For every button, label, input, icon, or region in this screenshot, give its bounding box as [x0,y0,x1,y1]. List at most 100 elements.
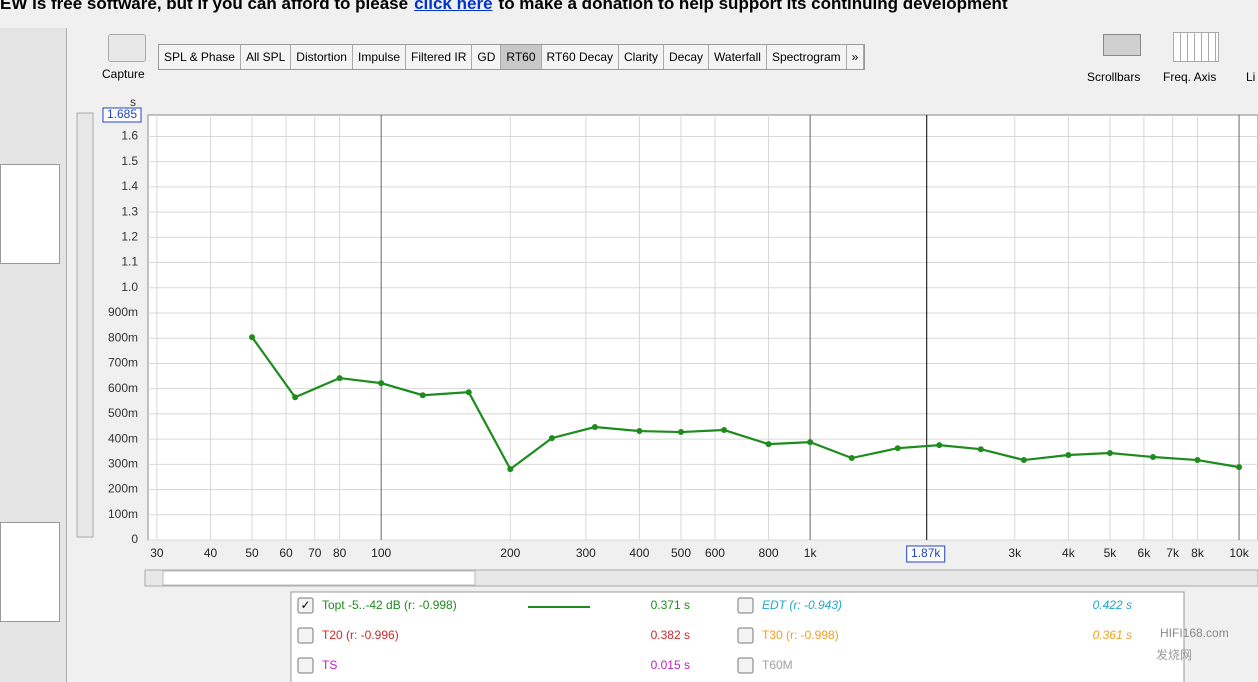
x-tick-label: 50 [245,546,259,560]
tab[interactable]: » [847,45,865,69]
tab[interactable]: Spectrogram [767,45,847,69]
data-point [336,375,343,382]
cursor-box [906,545,946,563]
x-tick-label: 500 [671,546,691,560]
legend-value: 0.382 s [651,628,690,642]
data-point [419,392,426,399]
ylim-label: 1.685 [107,107,137,121]
toolbar-button[interactable]: Scrollbars [1087,70,1141,84]
data-point [721,427,728,434]
scrollbars-icon[interactable] [1103,34,1141,56]
y-tick-label: 100m [108,507,138,521]
legend-value: 0.361 s [1093,628,1132,642]
tab-bar: SPL & Phase All SPL Distortion Impulse Filte… [158,44,866,70]
data-point [249,334,256,341]
v-scrollbar [76,112,94,538]
data-point [977,446,984,453]
y-tick-label: 800m [108,330,138,344]
freq-axis-icon[interactable] [1173,32,1219,62]
x-tick-label: 40 [204,546,218,560]
x-tick-label: 60 [279,546,293,560]
legend-label: T30 (r: -0.998) [762,628,839,642]
y-tick-label: 200m [108,482,138,496]
y-tick-label: 300m [108,457,138,471]
plot-area [147,114,1258,541]
y-tick-label: 1.5 [121,154,138,168]
legend-label: Topt -5..-42 dB (r: -0.998) [322,598,457,612]
x-tick-label: 7k [1166,546,1180,560]
data-point [465,389,472,396]
legend-label: EDT (r: -0.943) [762,598,842,612]
data-point [292,394,299,401]
x-tick-label: 3k [1008,546,1022,560]
tab[interactable]: SPL & Phase [159,45,241,69]
toolbar-button[interactable]: Li [1246,70,1256,84]
tab[interactable]: Clarity [619,45,665,69]
tab[interactable]: Decay [664,45,710,69]
x-tick-label: 5k [1104,546,1118,560]
data-point [1106,449,1113,456]
checkbox [737,627,754,644]
cursor-label: 1.87k [911,546,941,560]
data-point [636,428,643,435]
capture-label[interactable]: Capture [102,67,145,81]
data-point [591,424,598,431]
y-tick-label: 700m [108,356,138,370]
tab[interactable]: All SPL [241,45,292,69]
y-tick-label: 900m [108,305,138,319]
watermark: HIFI168.com [1160,626,1229,640]
data-point [1236,464,1243,471]
checkbox [297,597,314,614]
h-scroll-thumb [162,570,476,586]
x-tick-label: 80 [333,546,347,560]
check-mark: ✓ [300,598,310,612]
data-point [807,439,814,446]
x-tick-label: 8k [1191,546,1205,560]
data-point [936,442,943,449]
tab[interactable]: Impulse [353,45,407,69]
legend-label: TS [322,658,337,672]
x-tick-label: 30 [150,546,164,560]
y-tick-label: 1.0 [121,280,138,294]
y-tick-label: 0 [131,532,138,546]
ylim-box [102,107,142,123]
banner-text: to make a donation to help support its c… [498,0,1008,13]
x-tick-label: 300 [576,546,596,560]
tab[interactable]: GD [472,45,502,69]
legend-label: T60M [762,658,793,672]
tab[interactable]: Distortion [291,45,353,69]
y-tick-label: 1.2 [121,230,138,244]
data-point [507,466,514,473]
tab[interactable]: RT60 Decay [542,45,619,69]
donate-link[interactable]: click here [414,0,493,13]
data-point [765,441,772,448]
tab[interactable]: RT60 [501,45,542,69]
capture-icon[interactable] [108,34,146,62]
side-box [0,522,60,622]
y-tick-label: 500m [108,406,138,420]
x-tick-label: 6k [1138,546,1152,560]
y-tick-label: 1.6 [121,129,138,143]
y-tick-label: 1.4 [121,179,138,193]
banner: EW is free software, but if you can affo… [0,0,1008,14]
toolbar-button[interactable]: Freq. Axis [1163,70,1217,84]
data-point [1194,457,1201,464]
x-tick-label: 600 [705,546,725,560]
checkbox [737,597,754,614]
data-point [1020,457,1027,464]
y-tick-label: 1.3 [121,204,138,218]
x-tick-label: 4k [1062,546,1076,560]
legend-value: 0.371 s [651,598,690,612]
data-point [1065,452,1072,458]
tab[interactable]: Waterfall [709,45,767,69]
data-point [678,429,685,436]
checkbox [737,657,754,674]
tab[interactable]: Filtered IR [406,45,473,69]
legend-label: T20 (r: -0.996) [322,628,399,642]
x-tick-label: 800 [759,546,779,560]
y-tick-label: 400m [108,431,138,445]
data-point [548,435,555,442]
legend-value: 0.422 s [1093,598,1132,612]
